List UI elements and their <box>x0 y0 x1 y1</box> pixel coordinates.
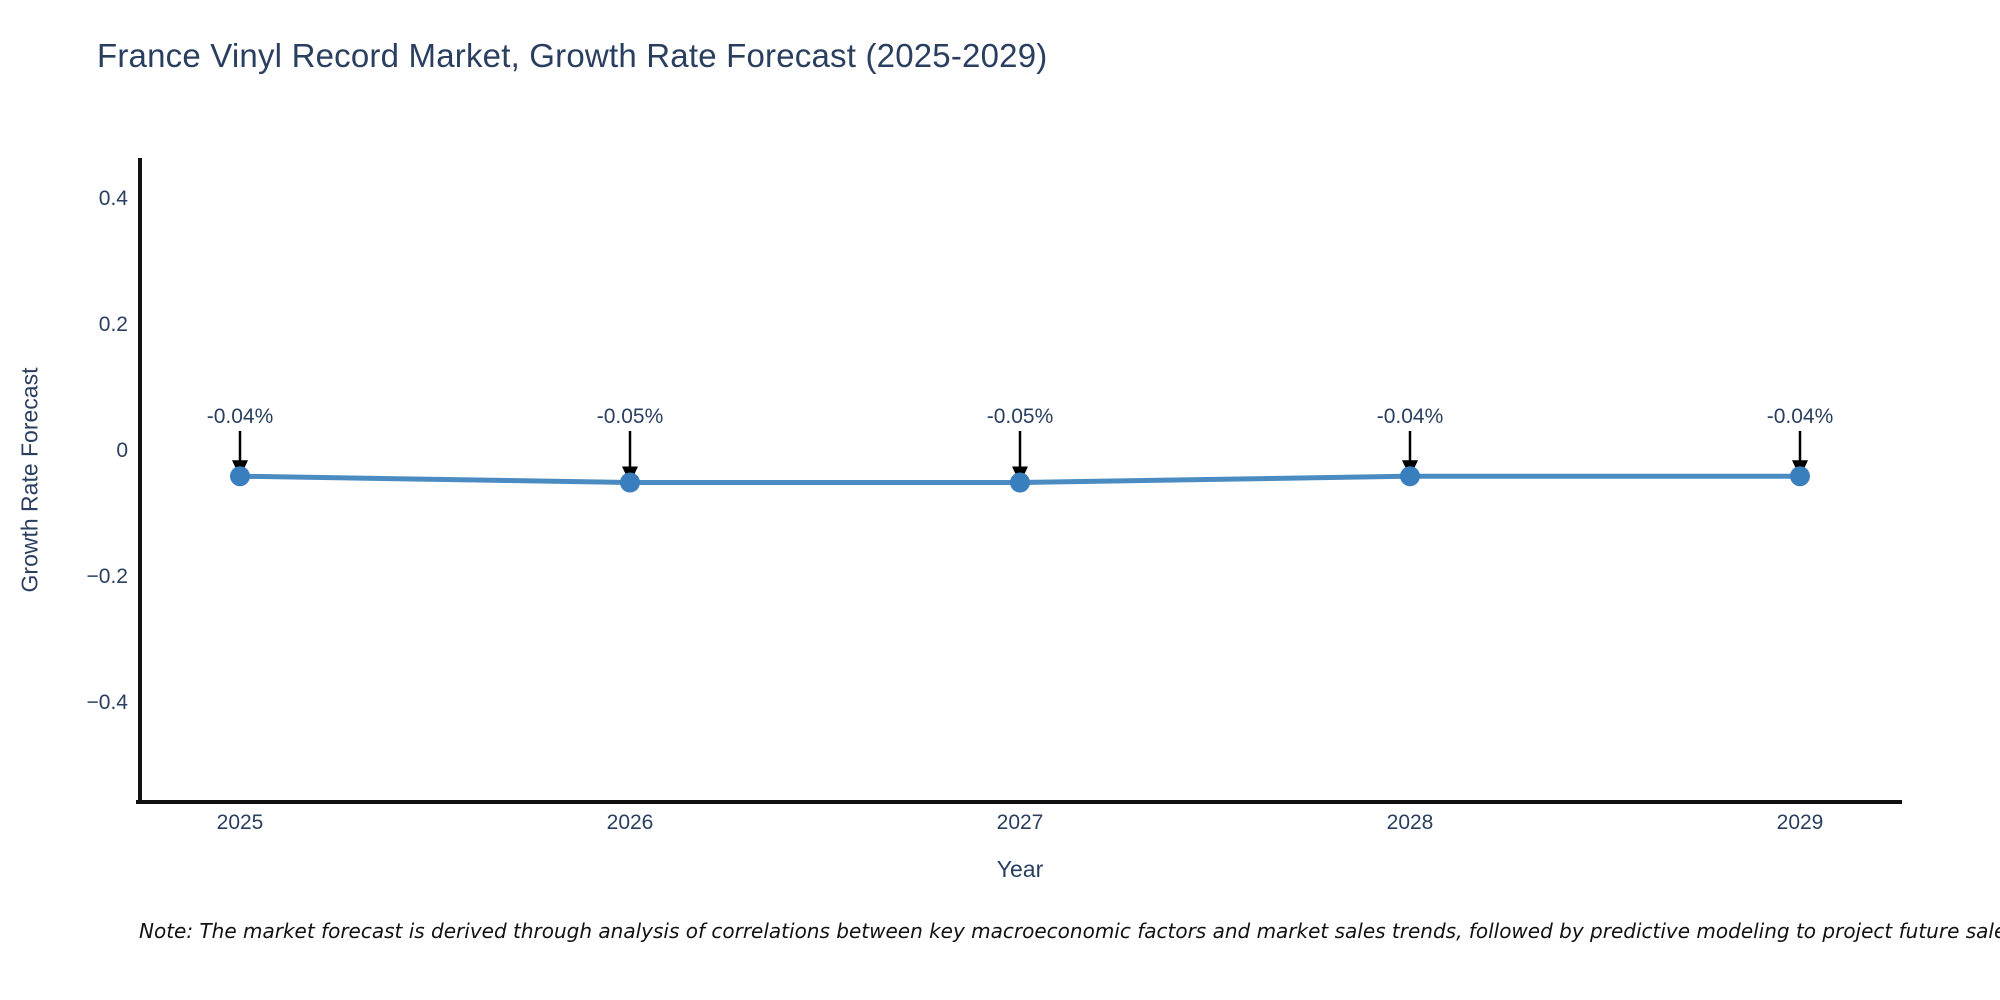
x-axis-line <box>136 800 1902 804</box>
y-tick-label: −0.2 <box>86 565 128 588</box>
data-point-marker[interactable] <box>1010 472 1030 493</box>
x-tick-label: 2028 <box>1386 811 1434 834</box>
annotation-label: -0.04% <box>1766 405 1834 428</box>
x-tick-label: 2026 <box>606 811 654 834</box>
annotation-label: -0.05% <box>596 405 664 428</box>
chart-title: France Vinyl Record Market, Growth Rate … <box>97 37 1048 74</box>
data-point-marker[interactable] <box>620 472 640 493</box>
data-point-marker[interactable] <box>1400 466 1420 487</box>
y-axis-title: Growth Rate Forecast <box>16 367 43 593</box>
x-tick-label: 2029 <box>1776 811 1824 834</box>
data-point-marker[interactable] <box>230 466 250 487</box>
annotation-label: -0.04% <box>206 405 274 428</box>
y-axis-line <box>138 158 142 804</box>
annotation-label: -0.05% <box>986 405 1054 428</box>
data-point-marker[interactable] <box>1790 466 1810 487</box>
y-tick-label: 0.4 <box>98 187 128 210</box>
annotation-label: -0.04% <box>1376 405 1444 428</box>
y-tick-label: 0 <box>116 439 128 462</box>
x-tick-label: 2027 <box>996 811 1044 834</box>
y-tick-label: 0.2 <box>98 313 128 336</box>
footnote: Note: The market forecast is derived thr… <box>139 919 2000 943</box>
y-tick-label: −0.4 <box>86 691 128 714</box>
x-axis-title: Year <box>996 856 1044 882</box>
x-tick-label: 2025 <box>216 811 264 834</box>
